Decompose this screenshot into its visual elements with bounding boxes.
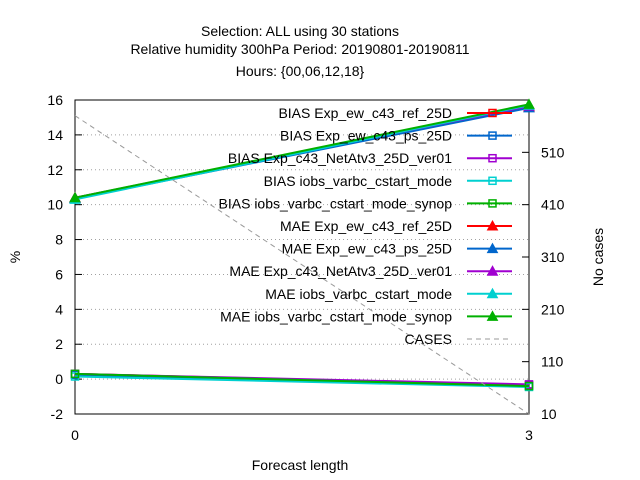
- legend-label: MAE iobs_varbc_cstart_mode: [265, 286, 452, 302]
- grid-lines: [75, 134, 529, 380]
- legend-label: MAE Exp_c43_NetAtv3_25D_ver01: [229, 263, 452, 279]
- x-tick-label: 0: [71, 427, 79, 443]
- series-marker: [488, 131, 497, 140]
- chart-title-line-3: Hours: {00,06,12,18}: [236, 63, 365, 79]
- series-11: [74, 115, 530, 415]
- legend-label: MAE Exp_ew_c43_ps_25D: [282, 241, 452, 257]
- legend: BIAS Exp_ew_c43_ref_25D BIAS Exp_ew_c43_p…: [219, 105, 512, 347]
- legend-label: BIAS iobs_varbc_cstart_mode: [264, 173, 453, 189]
- series-10: [69, 98, 535, 203]
- legend-label: MAE Exp_ew_c43_ref_25D: [280, 218, 452, 234]
- y2-tick-label: 210: [541, 301, 565, 317]
- y2-tick-label: 110: [541, 354, 564, 370]
- y-tick-label: 10: [47, 197, 63, 213]
- legend-item: MAE Exp_c43_NetAtv3_25D_ver01: [229, 263, 512, 279]
- legend-label: CASES: [405, 331, 452, 347]
- y2-tick-label: 10: [541, 406, 557, 422]
- series-marker: [69, 191, 81, 203]
- legend-item: BIAS iobs_varbc_cstart_mode_synop: [219, 195, 512, 211]
- legend-item: BIAS Exp_ew_c43_ref_25D: [278, 105, 512, 121]
- series-marker: [523, 98, 535, 109]
- series-marker: [486, 265, 499, 276]
- series-marker: [488, 176, 497, 186]
- y2-tick-label: 310: [541, 249, 565, 265]
- legend-item: MAE Exp_ew_c43_ps_25D: [282, 241, 512, 257]
- series-marker: [486, 287, 499, 299]
- y-tick-label: 0: [55, 371, 63, 387]
- legend-item: BIAS iobs_varbc_cstart_mode: [264, 173, 512, 189]
- axes: -2 0 2 4 6 8 10 12 14 16 10 110 210 310 410 510 0 3: [47, 92, 564, 443]
- series-marker: [524, 381, 534, 391]
- series-line: [74, 375, 530, 388]
- series-line: [74, 372, 530, 388]
- y-axis-label: %: [7, 251, 23, 263]
- y-tick-label: 6: [55, 266, 63, 282]
- legend-item: CASES: [405, 331, 512, 347]
- x-tick-label: 3: [525, 427, 533, 443]
- legend-label: BIAS iobs_varbc_cstart_mode_synop: [219, 195, 453, 211]
- y2-tick-label: 410: [541, 197, 565, 213]
- series-marker: [486, 219, 499, 231]
- series-marker: [488, 199, 497, 208]
- y-tick-label: 16: [47, 92, 63, 108]
- legend-label: BIAS Exp_c43_NetAtv3_25D_ver01: [228, 150, 452, 166]
- chart-title-line-2: Relative humidity 300hPa Period: 2019080…: [130, 41, 469, 57]
- legend-label: BIAS Exp_ew_c43_ref_25D: [278, 105, 452, 121]
- y-tick-label: 4: [55, 301, 63, 317]
- legend-label: MAE iobs_varbc_cstart_mode_synop: [220, 308, 452, 324]
- y2-axis-label: No cases: [590, 228, 606, 286]
- legend-item: MAE iobs_varbc_cstart_mode: [265, 286, 512, 302]
- plot-frame: [74, 99, 530, 415]
- legend-label: BIAS Exp_ew_c43_ps_25D: [280, 128, 452, 144]
- series-marker: [70, 369, 80, 379]
- legend-item: BIAS Exp_c43_NetAtv3_25D_ver01: [228, 150, 512, 166]
- y2-tick-label: 510: [541, 144, 565, 160]
- series-marker: [486, 242, 499, 254]
- legend-item: MAE Exp_ew_c43_ref_25D: [280, 218, 512, 234]
- chart-title-line-1: Selection: ALL using 30 stations: [201, 23, 399, 39]
- y-tick-label: 8: [55, 232, 63, 248]
- series-layer: [69, 98, 535, 415]
- x-axis-label: Forecast length: [252, 457, 349, 473]
- series-line: [74, 103, 530, 199]
- series-marker: [488, 108, 497, 118]
- y-tick-label: 12: [47, 162, 63, 178]
- y-tick-label: 2: [55, 336, 63, 352]
- series-line: [74, 115, 530, 415]
- y-tick-label: -2: [51, 406, 64, 422]
- series-marker: [486, 310, 499, 321]
- legend-item: MAE iobs_varbc_cstart_mode_synop: [220, 308, 512, 324]
- series-marker: [488, 153, 497, 163]
- legend-item: BIAS Exp_ew_c43_ps_25D: [280, 128, 512, 144]
- series-5: [70, 369, 534, 391]
- y-tick-label: 14: [47, 127, 63, 143]
